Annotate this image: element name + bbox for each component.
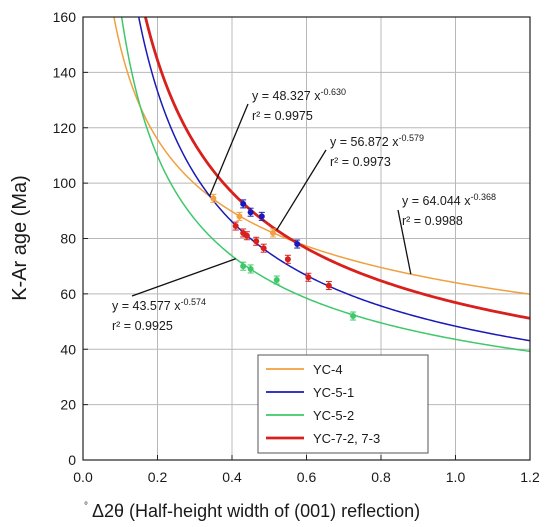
- legend-label-yc-5-2: YC-5-2: [313, 408, 354, 423]
- r2-yc-7: r² = 0.9973: [330, 155, 391, 169]
- data-point: [240, 200, 247, 207]
- leader-line: [209, 103, 249, 197]
- axis-ticks: 0.0 0.2 0.4 0.6 0.8 1.0 1.2 0 20 40 60 80 100 120 140 1…: [53, 9, 540, 485]
- exponent-yc-5-2: -0.574: [180, 297, 206, 307]
- fit-curves: [113, 16, 531, 353]
- fit-curve-yc-7-2-7-3: [144, 16, 531, 320]
- data-point: [240, 263, 247, 270]
- x-tick-label: 1.0: [446, 469, 466, 485]
- y-tick-label: 120: [53, 120, 77, 136]
- equation-yc-5-1: y = 48.327 x: [252, 89, 321, 103]
- svg-text:y = 56.872 x-0.579: y = 56.872 x-0.579: [330, 133, 424, 149]
- data-point: [258, 213, 265, 220]
- x-tick-label: 0.2: [148, 469, 168, 485]
- y-tick-label: 140: [53, 64, 77, 80]
- data-point: [284, 256, 291, 263]
- svg-text:y = 43.577 x-0.574: y = 43.577 x-0.574: [112, 297, 206, 313]
- legend-label-yc-5-1: YC-5-1: [313, 385, 354, 400]
- x-tick-label: 0.6: [297, 469, 317, 485]
- data-point: [247, 265, 254, 272]
- x-tick-label: 0.0: [73, 469, 93, 485]
- y-tick-label: 60: [60, 286, 76, 302]
- data-point: [232, 223, 239, 230]
- data-point: [305, 274, 312, 281]
- exponent-yc-7: -0.579: [398, 133, 424, 143]
- x-axis-degree-mark: °: [84, 501, 88, 512]
- leader-line: [131, 258, 236, 297]
- legend: YC-4 YC-5-1 YC-5-2 YC-7-2, 7-3: [257, 354, 429, 454]
- fit-curve-yc-5-2: [120, 16, 531, 353]
- r2-yc-5-1: r² = 0.9975: [252, 109, 313, 123]
- fit-curve-yc-5-1: [137, 16, 531, 342]
- x-tick-label: 0.8: [371, 469, 391, 485]
- y-axis-title: K-Ar age (Ma): [9, 175, 31, 301]
- y-tick-label: 20: [60, 397, 76, 413]
- data-point: [260, 245, 267, 252]
- y-tick-label: 0: [68, 452, 76, 468]
- y-tick-label: 40: [60, 341, 76, 357]
- exponent-yc-4: -0.368: [470, 192, 496, 202]
- legend-label-yc-4: YC-4: [313, 362, 343, 377]
- r2-yc-4: r² = 0.9988: [402, 214, 463, 228]
- data-point: [294, 241, 301, 248]
- data-point: [210, 195, 217, 202]
- data-point: [325, 282, 332, 289]
- data-point: [247, 209, 254, 216]
- annotation-yc-5-1: y = 48.327 x-0.630 r² = 0.9975: [252, 87, 346, 123]
- annotation-yc-4: y = 64.044 x-0.368 r² = 0.9988: [402, 192, 496, 228]
- data-point: [269, 229, 276, 236]
- y-tick-label: 80: [60, 231, 76, 247]
- annotation-leaders: [131, 103, 412, 297]
- leader-line: [276, 149, 327, 231]
- data-point: [253, 238, 260, 245]
- x-axis-title: Δ2θ (Half-height width of (001) reflecti…: [92, 501, 420, 521]
- y-tick-label: 160: [53, 9, 77, 25]
- equation-yc-4: y = 64.044 x: [402, 194, 471, 208]
- x-tick-label: 1.2: [520, 469, 540, 485]
- exponent-yc-5-1: -0.630: [320, 87, 346, 97]
- annotation-yc-7: y = 56.872 x-0.579 r² = 0.9973: [330, 133, 424, 169]
- data-point: [243, 232, 250, 239]
- legend-label-yc-7: YC-7-2, 7-3: [313, 431, 380, 446]
- leader-line: [397, 209, 412, 275]
- data-points: [210, 193, 357, 321]
- svg-text:y = 64.044 x-0.368: y = 64.044 x-0.368: [402, 192, 496, 208]
- equation-yc-5-2: y = 43.577 x: [112, 299, 181, 313]
- x-tick-label: 0.4: [222, 469, 242, 485]
- annotation-yc-5-2: y = 43.577 x-0.574 r² = 0.9925: [112, 297, 206, 333]
- data-point: [350, 313, 357, 320]
- equation-yc-7: y = 56.872 x: [330, 135, 399, 149]
- fit-curve-yc-4: [113, 16, 531, 295]
- data-point: [236, 213, 243, 220]
- r2-yc-5-2: r² = 0.9925: [112, 319, 173, 333]
- y-tick-label: 100: [53, 175, 77, 191]
- data-point: [273, 277, 280, 284]
- svg-text:y = 48.327 x-0.630: y = 48.327 x-0.630: [252, 87, 346, 103]
